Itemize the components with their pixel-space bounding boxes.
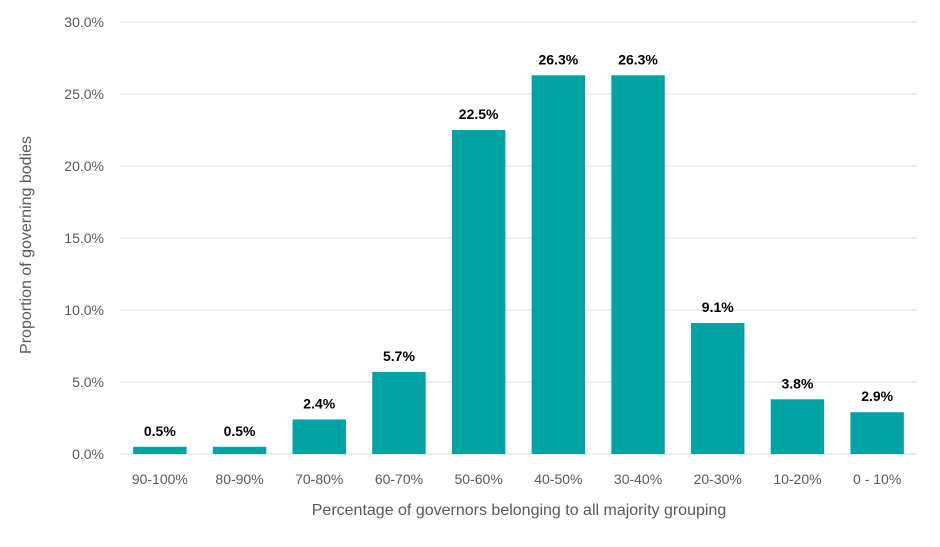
gridlines [120,21,917,455]
data-label: 0.5% [144,423,176,439]
x-tick-label: 70-80% [295,471,343,487]
y-tick-label: 10.0% [64,302,104,318]
x-tick-label: 90-100% [132,471,188,487]
data-labels: 0.5% 0.5% 2.4% 5.7% 22.5% 26.3% 26.3% 9.1% 3.8% 2… [144,51,894,439]
y-tick-label: 0.0% [72,446,104,462]
x-tick-label: 50-60% [455,471,503,487]
x-axis-title: Percentage of governors belonging to all… [312,502,726,519]
bar [133,446,187,454]
bar [292,419,346,454]
data-label: 26.3% [538,51,578,67]
y-tick-label: 20.0% [64,158,104,174]
bar [212,446,267,454]
data-label: 9.1% [702,299,734,315]
bar [611,75,665,454]
x-tick-label: 20-30% [694,471,742,487]
x-tick-label: 60-70% [375,471,423,487]
y-tick-label: 30.0% [64,14,104,30]
data-label: 22.5% [459,106,499,122]
bar [531,75,586,454]
data-label: 0.5% [224,423,256,439]
data-label: 2.9% [861,388,893,404]
y-tick-label: 25.0% [64,86,104,102]
data-label: 3.8% [781,375,813,391]
data-label: 5.7% [383,348,415,364]
x-tick-label: 40-50% [534,471,582,487]
x-axis-ticks: 90-100% 80-90% 70-80% 60-70% 50-60% 40-50% 30-… [132,471,901,487]
y-axis-ticks: 0.0% 5.0% 10.0% 15.0% 20.0% 25.0% 30.0% [64,14,104,462]
bar [770,399,825,454]
bar [372,371,426,454]
data-label: 2.4% [303,395,335,411]
data-label: 26.3% [618,51,658,67]
bar [691,322,745,454]
y-tick-label: 5.0% [72,374,104,390]
x-tick-label: 10-20% [773,471,821,487]
bar [850,412,904,454]
x-tick-label: 80-90% [215,471,263,487]
x-tick-label: 30-40% [614,471,662,487]
y-axis-title: Proportion of governing bodies [18,136,35,354]
y-tick-label: 15.0% [64,230,104,246]
bars [133,75,904,454]
bar [451,130,506,454]
x-tick-label: 0 - 10% [853,471,901,487]
